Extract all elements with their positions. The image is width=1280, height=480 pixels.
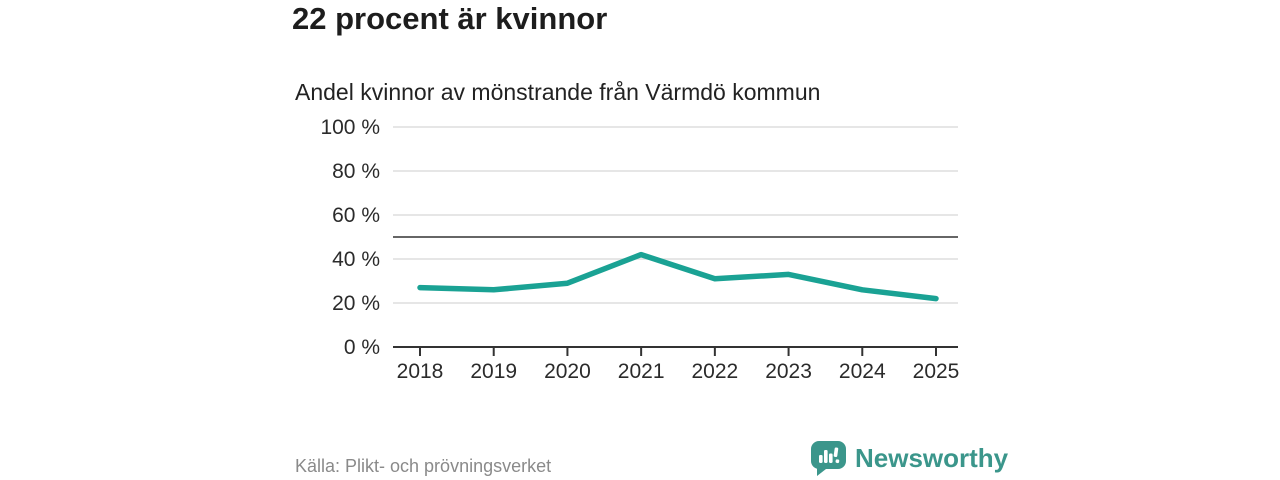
data-line [417, 251, 939, 302]
chart-subtitle: Andel kvinnor av mönstrande från Värmdö … [295, 79, 821, 105]
x-tick-label: 2021 [618, 360, 665, 383]
y-tick-label: 80 % [332, 160, 380, 183]
y-tick-label: 40 % [332, 248, 380, 271]
bar-chart-glyph [819, 447, 840, 464]
y-tick-label: 0 % [344, 336, 380, 359]
x-tick-label: 2023 [765, 360, 812, 383]
source-note: Källa: Plikt- och prövningsverket [295, 456, 552, 476]
x-tick-label: 2018 [397, 360, 444, 383]
x-tick-label: 2022 [691, 360, 738, 383]
y-tick-label: 60 % [332, 204, 380, 227]
x-tick-label: 2019 [470, 360, 517, 383]
newsworthy-logo-icon [811, 441, 846, 476]
page-title: 22 procent är kvinnor [292, 1, 608, 36]
x-tick-label: 2025 [913, 360, 960, 383]
brand-logo: Newsworthy [811, 441, 1008, 476]
y-tick-label: 20 % [332, 292, 380, 315]
y-tick-label: 100 % [320, 116, 380, 139]
brand-name: Newsworthy [855, 443, 1009, 473]
x-tick-label: 2024 [839, 360, 886, 383]
speech-bubble-shape [811, 441, 846, 476]
x-tick-label: 2020 [544, 360, 591, 383]
